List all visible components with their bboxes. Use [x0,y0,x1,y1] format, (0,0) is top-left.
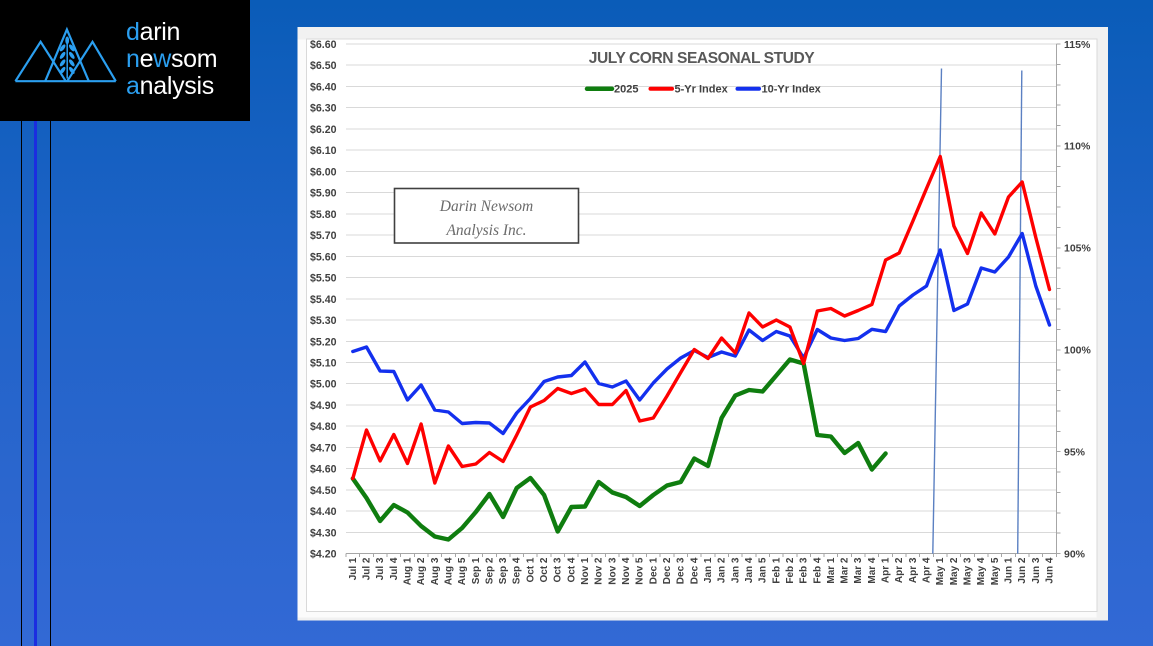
svg-text:90%: 90% [1064,548,1086,560]
svg-text:$4.50: $4.50 [310,485,337,497]
svg-text:Jan 3: Jan 3 [730,557,741,583]
svg-text:Jan 1: Jan 1 [703,557,714,583]
svg-text:Feb 2: Feb 2 [785,557,796,584]
svg-text:Sep 3: Sep 3 [498,557,509,584]
svg-text:$6.00: $6.00 [310,166,337,178]
svg-text:Oct 4: Oct 4 [566,557,577,582]
svg-text:$4.90: $4.90 [310,400,337,412]
svg-text:105%: 105% [1064,243,1092,255]
svg-text:$5.30: $5.30 [310,315,337,327]
svg-text:May 5: May 5 [990,557,1001,585]
svg-text:$5.70: $5.70 [310,230,337,242]
svg-text:100%: 100% [1064,345,1092,357]
svg-text:$5.80: $5.80 [310,209,337,221]
svg-text:May 2: May 2 [949,557,960,585]
svg-text:Jun 3: Jun 3 [1031,557,1042,584]
svg-text:Dec 3: Dec 3 [676,557,687,584]
svg-text:Apr 1: Apr 1 [881,557,892,583]
svg-text:Aug 2: Aug 2 [416,557,427,585]
svg-text:Jul 3: Jul 3 [375,557,386,580]
svg-text:$4.60: $4.60 [310,464,337,476]
svg-text:Nov 3: Nov 3 [607,557,618,585]
svg-text:Nov 4: Nov 4 [621,557,632,585]
svg-text:Aug 4: Aug 4 [443,557,454,585]
svg-text:$4.70: $4.70 [310,442,337,454]
svg-text:May 3: May 3 [963,557,974,585]
svg-text:Jun 2: Jun 2 [1017,557,1028,584]
svg-text:Mar 3: Mar 3 [853,557,864,584]
svg-text:$5.60: $5.60 [310,251,337,263]
svg-text:$5.40: $5.40 [310,294,337,306]
svg-text:$6.10: $6.10 [310,145,337,157]
svg-text:Feb 4: Feb 4 [812,557,823,584]
svg-text:Jul 2: Jul 2 [362,557,373,580]
svg-text:Oct 3: Oct 3 [553,557,564,582]
svg-text:10-Yr Index: 10-Yr Index [762,84,822,96]
svg-text:Feb 3: Feb 3 [799,557,810,584]
svg-text:Jul 4: Jul 4 [389,557,400,580]
svg-text:95%: 95% [1064,447,1086,459]
svg-text:5-Yr Index: 5-Yr Index [675,84,729,96]
svg-text:$5.20: $5.20 [310,336,337,348]
svg-text:$6.30: $6.30 [310,103,337,115]
svg-text:110%: 110% [1064,141,1091,153]
svg-text:Jul 1: Jul 1 [348,557,359,580]
svg-text:Mar 1: Mar 1 [826,557,837,584]
svg-text:Mar 4: Mar 4 [867,557,878,584]
svg-text:Apr 3: Apr 3 [908,557,919,583]
svg-text:Aug 5: Aug 5 [457,557,468,585]
svg-text:Jan 4: Jan 4 [744,557,755,583]
svg-text:2025: 2025 [614,84,638,96]
svg-text:$4.30: $4.30 [310,527,337,539]
svg-text:$5.10: $5.10 [310,358,337,370]
svg-text:Dec 2: Dec 2 [662,557,673,584]
svg-text:$4.20: $4.20 [310,549,337,561]
svg-text:Aug 1: Aug 1 [403,557,414,585]
svg-text:Analysis Inc.: Analysis Inc. [445,222,526,239]
svg-text:Oct 2: Oct 2 [539,557,550,582]
svg-text:Jan 2: Jan 2 [717,557,728,583]
svg-text:Apr 2: Apr 2 [894,557,905,583]
svg-text:$6.40: $6.40 [310,82,337,94]
svg-text:Jun 4: Jun 4 [1045,557,1056,584]
svg-text:Jun 1: Jun 1 [1004,557,1015,584]
svg-text:$5.00: $5.00 [310,379,337,391]
svg-text:$4.40: $4.40 [310,506,337,518]
svg-text:Aug 3: Aug 3 [430,557,441,585]
svg-text:Sep 2: Sep 2 [484,557,495,584]
svg-text:$6.60: $6.60 [310,39,337,51]
svg-text:Sep 4: Sep 4 [512,557,523,584]
svg-text:Jan 5: Jan 5 [758,557,769,583]
svg-text:May 4: May 4 [976,557,987,585]
svg-text:$5.90: $5.90 [310,188,337,200]
svg-text:Darin Newsom: Darin Newsom [439,198,533,215]
svg-text:Nov 1: Nov 1 [580,557,591,585]
svg-text:Nov 2: Nov 2 [594,557,605,585]
svg-text:JULY CORN SEASONAL STUDY: JULY CORN SEASONAL STUDY [589,50,816,67]
svg-text:$6.20: $6.20 [310,124,337,136]
svg-text:Feb 1: Feb 1 [771,557,782,584]
svg-text:Mar 2: Mar 2 [840,557,851,584]
svg-text:Dec 4: Dec 4 [689,557,700,584]
svg-text:Oct 1: Oct 1 [525,557,536,582]
svg-text:$4.80: $4.80 [310,421,337,433]
svg-text:Sep 1: Sep 1 [471,557,482,584]
svg-text:115%: 115% [1064,39,1091,51]
svg-text:$6.50: $6.50 [310,60,337,72]
svg-text:Nov 5: Nov 5 [635,557,646,585]
svg-text:$5.50: $5.50 [310,273,337,285]
svg-text:Apr 4: Apr 4 [922,557,933,583]
svg-text:Dec 1: Dec 1 [648,557,659,584]
svg-text:May 1: May 1 [935,557,946,585]
